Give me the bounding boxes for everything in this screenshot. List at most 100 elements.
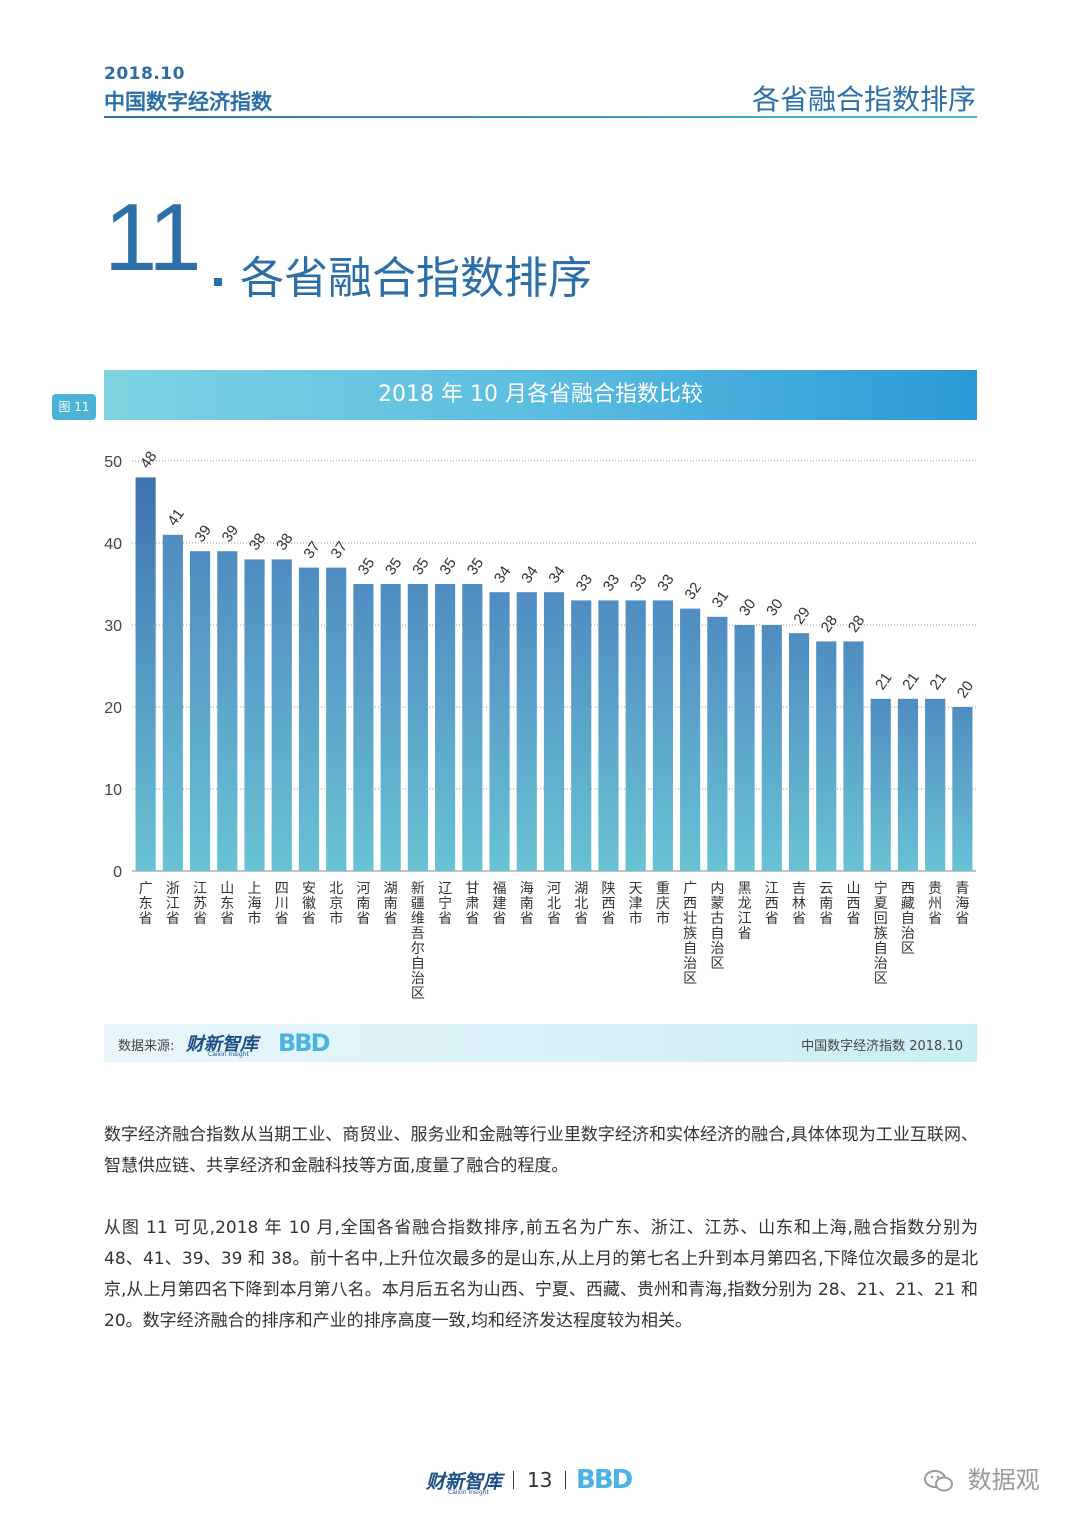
x-tick-label: 辽宁省 xyxy=(438,881,452,927)
bar-value-label: 35 xyxy=(355,555,378,578)
bar xyxy=(843,641,864,871)
bar-value-label: 21 xyxy=(927,670,950,693)
bar-value-label: 21 xyxy=(872,670,895,693)
bar xyxy=(625,600,646,871)
bar-value-label: 37 xyxy=(328,538,351,561)
x-tick-label: 黑龙江省 xyxy=(738,881,752,942)
bar-value-label: 29 xyxy=(790,604,813,627)
bar xyxy=(462,584,483,871)
x-tick-label: 北京市 xyxy=(329,881,343,927)
x-tick-label: 浙江省 xyxy=(166,881,180,927)
report-title: 中国数字经济指数 xyxy=(104,90,272,114)
header-section-title: 各省融合指数排序 xyxy=(751,83,976,116)
bar xyxy=(707,616,728,871)
bar-value-label: 28 xyxy=(845,612,868,635)
x-tick-label: 青海省 xyxy=(955,881,969,927)
bar xyxy=(816,641,837,871)
watermark-text: 数据观 xyxy=(967,1466,1040,1494)
x-tick-label: 山东省 xyxy=(220,881,234,927)
source-label: 数据来源: xyxy=(118,1039,175,1054)
bar-value-label: 33 xyxy=(600,571,623,594)
bar-value-label: 30 xyxy=(736,596,759,619)
footer-caixin-logo: 财新智库 xyxy=(426,1471,503,1493)
y-tick-label: 20 xyxy=(104,700,122,717)
bar xyxy=(244,559,265,871)
y-tick-label: 30 xyxy=(104,618,122,635)
bar xyxy=(162,534,183,871)
bar-value-label: 34 xyxy=(518,563,541,586)
bar-value-label: 35 xyxy=(409,555,432,578)
watermark: 数据观 xyxy=(924,1460,1040,1495)
y-tick-label: 0 xyxy=(113,864,122,881)
bar-value-label: 21 xyxy=(899,670,922,693)
bar xyxy=(326,567,347,871)
bar-value-label: 32 xyxy=(681,579,704,602)
section-title: 各省融合指数排序 xyxy=(240,253,592,304)
caixin-logo-sub: Caixin Insight xyxy=(208,1051,249,1058)
x-tick-label: 上海市 xyxy=(248,881,262,927)
caixin-logo: 财新智库 xyxy=(186,1034,258,1055)
bar xyxy=(788,633,810,871)
bar xyxy=(870,698,891,871)
x-tick-label: 湖北省 xyxy=(574,881,588,927)
bar xyxy=(598,600,619,871)
bar xyxy=(734,625,755,871)
bbd-logo: BBD xyxy=(278,1029,330,1057)
bar xyxy=(516,592,537,871)
x-tick-label: 天津市 xyxy=(629,881,643,927)
bar xyxy=(761,625,782,871)
header-divider xyxy=(104,116,977,118)
x-tick-label: 宁夏回族自治区 xyxy=(874,880,888,987)
x-tick-label: 江西省 xyxy=(765,881,779,927)
bar xyxy=(925,698,946,871)
bar xyxy=(543,592,565,871)
bar-value-label: 39 xyxy=(219,522,242,545)
section-number: 11 xyxy=(104,184,202,291)
footer-separator xyxy=(513,1471,514,1489)
x-tick-label: 福建省 xyxy=(493,881,507,927)
y-tick-label: 10 xyxy=(104,782,122,799)
x-tick-label: 广西壮族自治区 xyxy=(683,881,697,987)
x-tick-label: 湖南省 xyxy=(384,881,398,927)
x-tick-label: 江苏省 xyxy=(193,881,207,927)
bar-value-label: 31 xyxy=(709,588,732,611)
bar xyxy=(680,608,701,871)
bar xyxy=(189,551,211,871)
x-tick-label: 河南省 xyxy=(356,881,370,927)
y-tick-label: 50 xyxy=(104,454,122,471)
bar xyxy=(652,600,673,871)
bar xyxy=(298,567,320,871)
bar-value-label: 48 xyxy=(137,448,160,471)
x-tick-label: 四川省 xyxy=(275,881,289,927)
bar-value-label: 33 xyxy=(573,571,596,594)
bar-value-label: 37 xyxy=(300,538,323,561)
body-paragraph-1: 数字经济融合指数从当期工业、商贸业、服务业和金融等行业里数字经济和实体经济的融合… xyxy=(104,1125,978,1176)
chart-title: 2018 年 10 月各省融合指数比较 xyxy=(104,370,977,420)
x-tick-label: 广东省 xyxy=(139,881,153,927)
body-paragraph-2: 从图 11 可见,2018 年 10 月,全国各省融合指数排序,前五名为广东、浙… xyxy=(104,1218,978,1331)
x-tick-label: 吉林省 xyxy=(792,881,806,927)
bar-value-label: 35 xyxy=(436,555,459,578)
bar xyxy=(435,584,456,871)
bar xyxy=(135,477,156,871)
x-tick-label: 河北省 xyxy=(547,881,561,927)
x-tick-label: 安徽省 xyxy=(302,881,316,927)
bar xyxy=(489,592,510,871)
bar-value-label: 34 xyxy=(545,563,568,586)
bar-value-label: 34 xyxy=(491,563,514,586)
bar-value-label: 41 xyxy=(164,506,187,529)
bar-value-label: 33 xyxy=(627,571,650,594)
bar-chart: 0 10 20 30 40 50 48 广东省 41 浙江省 39 江苏省 39 山东省 38 上海市 38 四… xyxy=(104,448,977,1002)
x-tick-label: 西藏自治区 xyxy=(901,881,915,957)
source-bar: 数据来源: 财新智库 Caixin Insight BBD 中国数字经济指数 2… xyxy=(104,1024,977,1062)
x-tick-label: 甘肃省 xyxy=(465,881,479,927)
bar-value-label: 38 xyxy=(273,530,296,553)
bar-value-label: 38 xyxy=(246,530,269,553)
bar xyxy=(271,559,292,871)
report-date: 2018.10 xyxy=(104,64,185,84)
bar xyxy=(353,584,374,871)
bar-value-label: 39 xyxy=(191,522,214,545)
section-dot xyxy=(214,278,222,286)
bar xyxy=(571,600,592,871)
bar-value-label: 35 xyxy=(464,555,487,578)
